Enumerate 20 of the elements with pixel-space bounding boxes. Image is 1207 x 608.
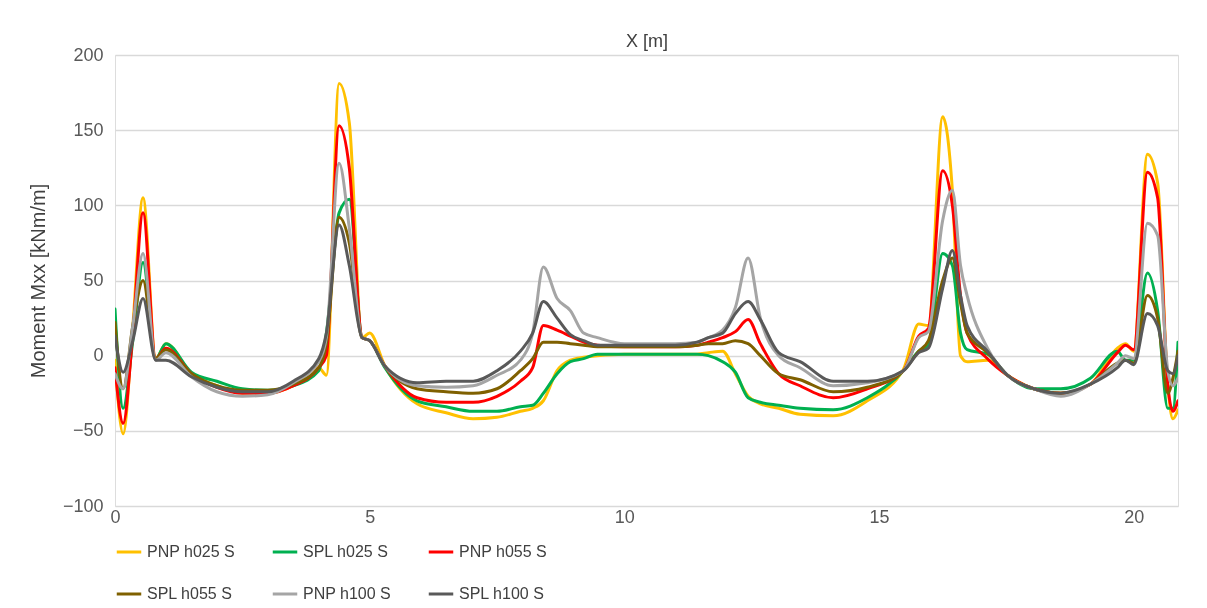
x-tick-label: 10 <box>614 506 635 527</box>
y-tick-label: 150 <box>73 119 104 140</box>
y-tick-label: 0 <box>93 345 104 366</box>
y-axis-title: Moment Mxx [kNm/m] <box>26 183 49 379</box>
y-tick-label: 50 <box>83 270 104 290</box>
x-axis-title: X [m] <box>625 30 669 51</box>
y-tick-label: −50 <box>72 420 104 441</box>
legend-label: PNP h100 S <box>303 585 391 602</box>
x-tick-label: 0 <box>110 506 121 527</box>
x-tick-label: 5 <box>365 506 376 527</box>
legend-label: PNP h055 S <box>459 543 547 560</box>
y-tick-label: 200 <box>73 44 104 65</box>
x-tick-label: 15 <box>869 506 890 527</box>
legend-label: SPL h100 S <box>459 585 544 602</box>
legend-label: SPL h055 S <box>147 585 232 602</box>
x-tick-label: 20 <box>1124 506 1145 527</box>
legend-label: SPL h025 S <box>303 543 388 560</box>
legend-label: PNP h025 S <box>147 543 235 560</box>
y-tick-label: −100 <box>62 495 104 516</box>
y-tick-label: 100 <box>73 194 104 215</box>
